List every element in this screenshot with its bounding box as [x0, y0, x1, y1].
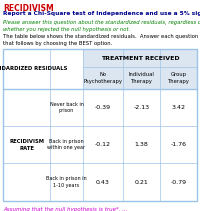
Text: -0.12: -0.12 — [95, 142, 111, 147]
Text: No
Psychotherapy: No Psychotherapy — [84, 72, 122, 84]
Bar — [83, 49, 197, 89]
Text: TREATMENT RECEIVED: TREATMENT RECEIVED — [101, 55, 179, 61]
Text: -0.39: -0.39 — [95, 105, 111, 110]
Text: Individual
Therapy: Individual Therapy — [129, 72, 154, 84]
Text: Group
Therapy: Group Therapy — [168, 72, 189, 84]
Bar — [3, 89, 197, 201]
Bar — [3, 49, 83, 89]
Text: -2.13: -2.13 — [133, 105, 150, 110]
Bar — [3, 49, 197, 201]
Text: Back in prison in
1-10 years: Back in prison in 1-10 years — [46, 176, 87, 188]
Text: Back in prison
within one year: Back in prison within one year — [47, 139, 86, 150]
Text: Assuming that the null hypothesis is true*, ...: Assuming that the null hypothesis is tru… — [3, 207, 128, 211]
Text: 1.38: 1.38 — [135, 142, 148, 147]
Text: RECIDIVISM: RECIDIVISM — [3, 4, 54, 13]
Text: RECIDIVISM
RATE: RECIDIVISM RATE — [9, 139, 44, 151]
Text: 0.21: 0.21 — [135, 180, 148, 184]
Text: The table below shows the standardized residuals.  Answer each question
that fol: The table below shows the standardized r… — [3, 34, 198, 46]
Text: Please answer this question about the standardized residuals, regardless of
whet: Please answer this question about the st… — [3, 20, 200, 32]
Text: Report a Chi-Square test of Independence and use a 5% significance level.: Report a Chi-Square test of Independence… — [3, 11, 200, 16]
Text: Never back in
prison: Never back in prison — [50, 102, 83, 113]
Text: -1.76: -1.76 — [170, 142, 186, 147]
Text: -0.79: -0.79 — [170, 180, 187, 184]
Text: 0.43: 0.43 — [96, 180, 110, 184]
Text: 3.42: 3.42 — [172, 105, 186, 110]
Text: STANDARDIZED RESIDUALS: STANDARDIZED RESIDUALS — [0, 66, 67, 72]
